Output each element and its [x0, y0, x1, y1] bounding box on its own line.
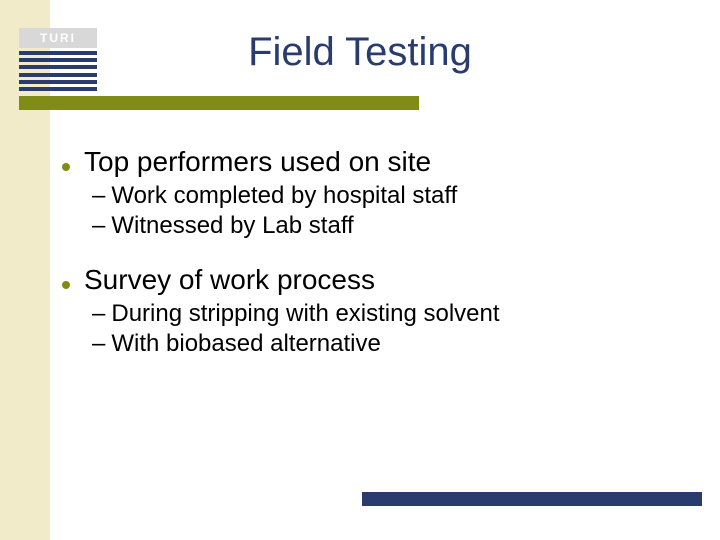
dash-icon: – — [92, 212, 105, 240]
bullet-dot-icon — [62, 281, 70, 289]
sub-bullet-item: – Work completed by hospital staff — [92, 182, 682, 210]
sub-bullet-text: With biobased alternative — [111, 330, 380, 358]
sub-bullet-text: During stripping with existing solvent — [111, 300, 499, 328]
bullet-item: Survey of work process — [62, 264, 682, 296]
sub-bullet-item: – With biobased alternative — [92, 330, 682, 358]
sub-bullet-text: Witnessed by Lab staff — [111, 212, 353, 240]
dash-icon: – — [92, 300, 105, 328]
dash-icon: – — [92, 182, 105, 210]
slide-body: Top performers used on site – Work compl… — [62, 140, 682, 358]
bullet-text: Top performers used on site — [84, 146, 431, 178]
dash-icon: – — [92, 330, 105, 358]
sub-bullet-item: – During stripping with existing solvent — [92, 300, 682, 328]
title-underline — [19, 96, 419, 110]
slide-title: Field Testing — [0, 30, 720, 75]
logo-bar — [19, 80, 97, 84]
sub-bullet-item: – Witnessed by Lab staff — [92, 212, 682, 240]
bullet-text: Survey of work process — [84, 264, 375, 296]
bullet-item: Top performers used on site — [62, 146, 682, 178]
logo-bar — [19, 87, 97, 91]
footer-bar — [362, 492, 702, 506]
sub-bullet-text: Work completed by hospital staff — [111, 182, 457, 210]
bullet-dot-icon — [62, 163, 70, 171]
